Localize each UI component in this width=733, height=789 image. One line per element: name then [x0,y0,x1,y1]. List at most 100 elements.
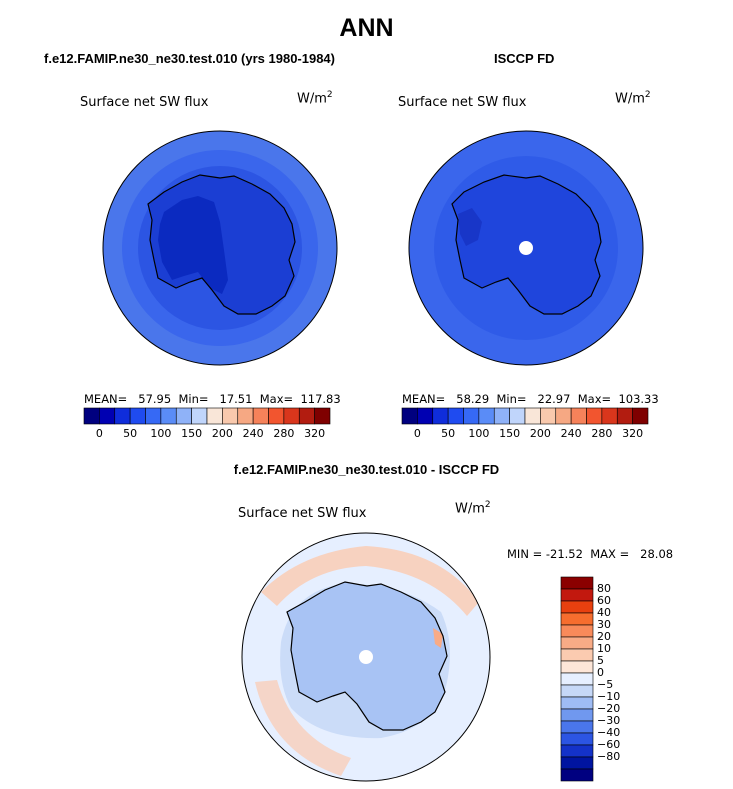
panel3-warm-coastal-patch [433,628,443,648]
panel1-colorbar-box-3 [129,407,146,425]
panel1-colorbar-label: 100 [150,427,172,440]
panel1-map-border [102,130,338,366]
panel2-colorbar-box-10 [555,407,572,425]
panel2-colorbar-box-15 [632,407,649,425]
panel2-colorbar-label: 50 [441,427,456,440]
panel1-colorbar-box-4 [145,407,162,425]
panel3-colorbar-box-5 [560,636,594,650]
panel1-colorbar-label: 150 [181,427,203,440]
panel2-colorbar-box-5 [478,407,495,425]
panel2-case-title: ISCCP FD [494,51,555,66]
panel1-colorbar-labels: 0 50 100 150 200 240 280 320 [84,427,330,441]
panel2-colorbar-box-3 [447,407,464,425]
panel2-polar-map [408,130,644,366]
panel1-colorbar-box-6 [175,407,192,425]
panel2-colorbar-box-13 [601,407,618,425]
panel3-warm-outer-band [261,546,479,616]
panel3-colorbar-box-12 [560,720,594,734]
panel3-colorbar-label: 30 [597,618,611,631]
panel1-colorbar-box-12 [268,407,285,425]
panel3-colorbar-box-1 [560,588,594,602]
panel3-colorbar-box-8 [560,672,594,686]
panel3-coastline [286,581,448,731]
panel2-colorbar-box-1 [417,407,434,425]
panel1-colorbar-label: 200 [211,427,233,440]
panel2-colorbar-box-6 [493,407,510,425]
panel1-colorbar-box-10 [237,407,254,425]
panel3-colorbar-label: −80 [597,750,621,763]
panel3-units-base: W/m [455,501,485,517]
panel2-west-antarctica-shade [458,208,482,246]
panel3-colorbar-box-9 [560,684,594,698]
panel3-colorbar-box-7 [560,660,594,674]
panel3-colorbar-label: −40 [597,726,621,739]
panel1-colorbar-box-11 [252,407,269,425]
panel1-colorbar-box-7 [191,407,208,425]
panel1-variable-label: Surface net SW flux [80,95,209,110]
panel3-colorbar-label: 5 [597,654,604,667]
panel3-warm-southwest [255,680,351,776]
panel3-colorbar-label: 40 [597,606,611,619]
panel2-colorbar-label: 280 [591,427,613,440]
panel3-colorbar-labels: 80 60 40 30 20 10 5 0 −5 −10 −20 −30 −40 −60 −80 [597,577,657,781]
panel1-antarctica-interior [158,196,228,294]
panel2-colorbar-box-14 [616,407,633,425]
panel3-colorbar-box-10 [560,696,594,710]
panel3-colorbar-label: 10 [597,642,611,655]
panel2-colorbar-box-8 [524,407,541,425]
panel3-minmax: MIN = -21.52 MAX = 28.08 [507,547,674,561]
panel1-colorbar-box-0 [83,407,100,425]
panel3-colorbar-box-0 [560,576,594,590]
panel1-units-exp: 2 [326,90,333,100]
panel1-colorbar-label: 240 [242,427,264,440]
panel1-colorbar-box-13 [283,407,300,425]
figure-title: ANN [339,14,394,42]
panel2-units-exp: 2 [644,90,651,100]
panel2-colorbar-label: 200 [529,427,551,440]
panel1-colorbar [83,407,331,425]
panel3-colorbar-box-13 [560,732,594,746]
panel3-polar-map [241,532,491,782]
panel2-variable-label: Surface net SW flux [398,95,527,110]
panel2-colorbar-box-0 [401,407,418,425]
panel1-colorbar-label: 320 [304,427,326,440]
panel2-colorbar-labels: 0 50 100 150 200 240 280 320 [402,427,648,441]
panel2-colorbar-label: 100 [468,427,490,440]
panel2-units-base: W/m [615,91,645,107]
panel1-colorbar-label: 0 [95,427,103,440]
panel3-colorbar-box-14 [560,744,594,758]
panel3-case-title: f.e12.FAMIP.ne30_ne30.test.010 - ISCCP F… [233,462,500,477]
panel1-colorbar-box-2 [114,407,131,425]
panel3-map-border [241,532,491,782]
panel3-colorbar-box-16 [560,768,594,782]
panel2-colorbar-box-11 [570,407,587,425]
panel3-colorbar-label: −30 [597,714,621,727]
panel1-colorbar-box-8 [206,407,223,425]
panel2-polar-hole [519,241,533,255]
panel1-case-title: f.e12.FAMIP.ne30_ne30.test.010 (yrs 1980… [44,51,335,66]
panel3-colorbar-label: 60 [597,594,611,607]
panel3-colorbar-label: 20 [597,630,611,643]
panel1-colorbar-label: 50 [123,427,138,440]
panel1-colorbar-label: 280 [273,427,295,440]
panel3-colorbar [560,576,594,782]
panel3-colorbar-box-6 [560,648,594,662]
panel2-colorbar-label: 320 [622,427,644,440]
panel1-stats: MEAN= 57.95 Min= 17.51 Max= 117.83 [84,392,341,406]
panel3-units: W/m2 [455,500,491,516]
panel2-colorbar-box-4 [463,407,480,425]
panel3-colorbar-label: 0 [597,666,604,679]
panel3-colorbar-box-3 [560,612,594,626]
panel1-coastline [147,174,296,315]
panel2-colorbar [401,407,649,425]
panel3-units-exp: 2 [484,500,491,510]
panel1-units: W/m2 [297,90,333,106]
panel2-colorbar-box-9 [540,407,557,425]
panel3-colorbar-label: −60 [597,738,621,751]
panel3-polar-hole [359,650,373,664]
panel1-colorbar-box-1 [99,407,116,425]
panel3-colorbar-box-11 [560,708,594,722]
panel3-colorbar-label: −10 [597,690,621,703]
panel1-polar-map [102,130,338,366]
panel2-map-border [408,130,644,366]
